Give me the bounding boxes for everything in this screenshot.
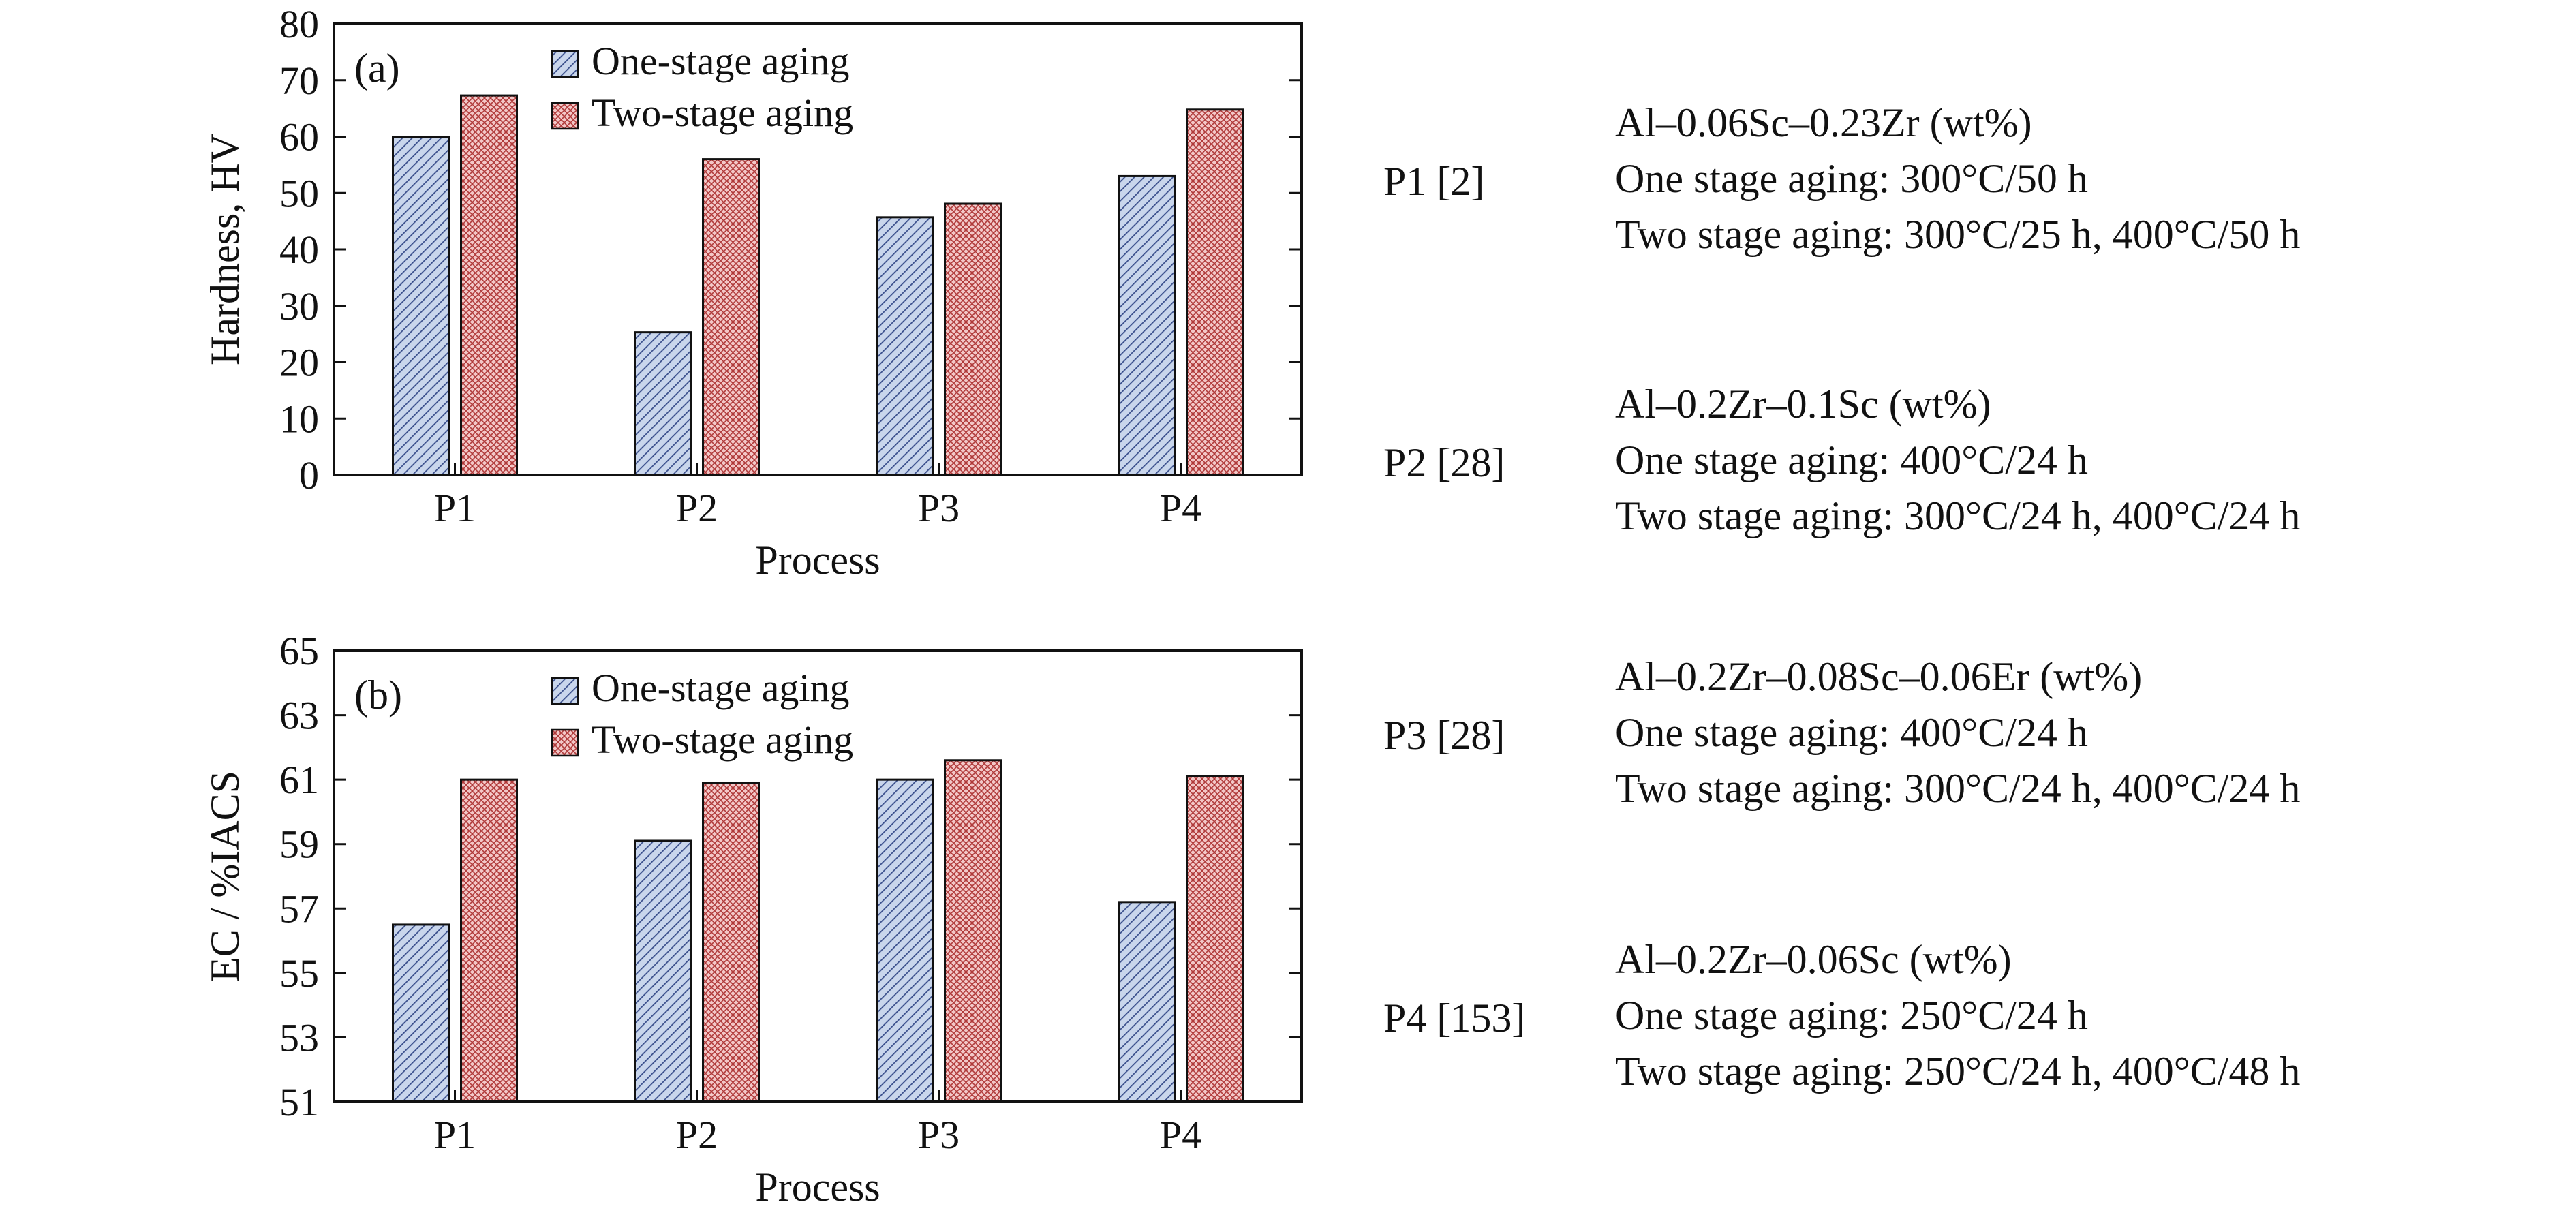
process-note-p3: P3 [28] Al–0.2Zr–0.08Sc–0.06Er (wt%) One… <box>1383 656 2542 861</box>
y-tick-label: 50 <box>279 171 319 215</box>
bar-one-stage-p1 <box>392 923 450 1103</box>
plot-frame <box>333 649 1303 1103</box>
x-tick-label: P1 <box>434 486 476 530</box>
y-tick-label: 60 <box>279 115 319 159</box>
process-note-p4: P4 [153] Al–0.2Zr–0.06Sc (wt%) One stage… <box>1383 939 2542 1143</box>
legend-swatch-one-stage <box>551 50 579 78</box>
y-tick-label: 53 <box>279 1015 319 1060</box>
y-tick-label: 30 <box>279 284 319 328</box>
bar-one-stage-p2 <box>634 331 692 476</box>
process-note-id: P4 [153] <box>1383 996 1526 1041</box>
legend-swatch-two-stage <box>551 102 579 130</box>
bar-two-stage-p4 <box>1186 108 1244 476</box>
bar-one-stage-p1 <box>392 136 450 476</box>
process-note-id: P1 [2] <box>1383 159 1485 204</box>
legend-swatch-one-stage <box>551 677 579 705</box>
x-tick-label: P4 <box>1160 486 1201 530</box>
y-tick-label: 55 <box>279 951 319 996</box>
one-stage-condition: One stage aging: 400°C/24 h <box>1615 437 2088 482</box>
bar-two-stage-p1 <box>460 778 518 1103</box>
hardness-chart: 0 10 20 30 40 50 60 70 80 P1 P2 P3 P4 Process Hardness… <box>202 2 1303 583</box>
legend-label-two-stage: Two-stage aging <box>592 91 853 135</box>
y-tick-label: 59 <box>279 822 319 867</box>
bar-one-stage-p2 <box>634 839 692 1103</box>
y-tick-label: 57 <box>279 887 319 931</box>
alloy-composition: Al–0.06Sc–0.23Zr (wt%) <box>1615 100 2032 145</box>
y-tick-label: 20 <box>279 341 319 385</box>
bar-one-stage-p3 <box>876 778 934 1103</box>
x-axis-title: Process <box>755 538 880 583</box>
x-tick-label: P3 <box>918 486 960 530</box>
bar-two-stage-p2 <box>702 158 760 476</box>
legend-swatch-two-stage <box>551 728 579 757</box>
x-tick-label: P2 <box>676 1113 718 1157</box>
bar-two-stage-p3 <box>944 202 1002 476</box>
process-note-id: P2 [28] <box>1383 440 1505 485</box>
process-note-p2: P2 [28] Al–0.2Zr–0.1Sc (wt%) One stage a… <box>1383 384 2542 588</box>
legend-label-two-stage: Two-stage aging <box>592 718 853 762</box>
y-tick-label: 65 <box>279 629 319 673</box>
y-tick-label: 70 <box>279 59 319 103</box>
y-tick-label: 51 <box>279 1080 319 1124</box>
x-tick-label: P3 <box>918 1113 960 1157</box>
bar-two-stage-p1 <box>460 94 518 476</box>
y-tick-label: 63 <box>279 694 319 738</box>
x-tick-label: P1 <box>434 1113 476 1157</box>
y-axis-title: Hardness, HV <box>202 134 247 365</box>
bar-two-stage-p4 <box>1186 775 1244 1103</box>
alloy-composition: Al–0.2Zr–0.06Sc (wt%) <box>1615 937 2012 982</box>
process-note-p1: P1 [2] Al–0.06Sc–0.23Zr (wt%) One stage … <box>1383 102 2542 307</box>
alloy-composition: Al–0.2Zr–0.08Sc–0.06Er (wt%) <box>1615 654 2143 699</box>
bar-one-stage-p4 <box>1118 901 1176 1103</box>
panel-label: (b) <box>354 673 402 718</box>
bar-one-stage-p4 <box>1118 174 1176 476</box>
legend-label-one-stage: One-stage aging <box>592 666 849 710</box>
alloy-composition: Al–0.2Zr–0.1Sc (wt%) <box>1615 382 1991 427</box>
panel-label: (a) <box>354 46 400 91</box>
one-stage-condition: One stage aging: 400°C/24 h <box>1615 710 2088 755</box>
y-tick-label: 10 <box>279 397 319 441</box>
bar-two-stage-p2 <box>702 782 760 1103</box>
process-note-id: P3 [28] <box>1383 713 1505 758</box>
two-stage-condition: Two stage aging: 300°C/25 h, 400°C/50 h <box>1615 212 2301 257</box>
y-tick-label: 61 <box>279 758 319 802</box>
x-axis-title: Process <box>755 1165 880 1210</box>
x-tick-label: P4 <box>1160 1113 1201 1157</box>
y-axis-title: EC / %IACS <box>202 771 247 982</box>
bar-one-stage-p3 <box>876 216 934 476</box>
x-tick-label: P2 <box>676 486 718 530</box>
legend-label-one-stage: One-stage aging <box>592 39 849 83</box>
conductivity-chart: 51 53 55 57 59 61 63 65 P1 P2 P3 P4 Process EC / %IAC… <box>202 629 1303 1210</box>
y-tick-label: 80 <box>279 2 319 46</box>
two-stage-condition: Two stage aging: 300°C/24 h, 400°C/24 h <box>1615 766 2301 811</box>
bar-two-stage-p3 <box>944 759 1002 1103</box>
y-tick-label: 40 <box>279 228 319 272</box>
two-stage-condition: Two stage aging: 300°C/24 h, 400°C/24 h <box>1615 493 2301 538</box>
one-stage-condition: One stage aging: 300°C/50 h <box>1615 156 2088 201</box>
one-stage-condition: One stage aging: 250°C/24 h <box>1615 993 2088 1038</box>
two-stage-condition: Two stage aging: 250°C/24 h, 400°C/48 h <box>1615 1049 2301 1094</box>
y-tick-label: 0 <box>299 453 319 497</box>
